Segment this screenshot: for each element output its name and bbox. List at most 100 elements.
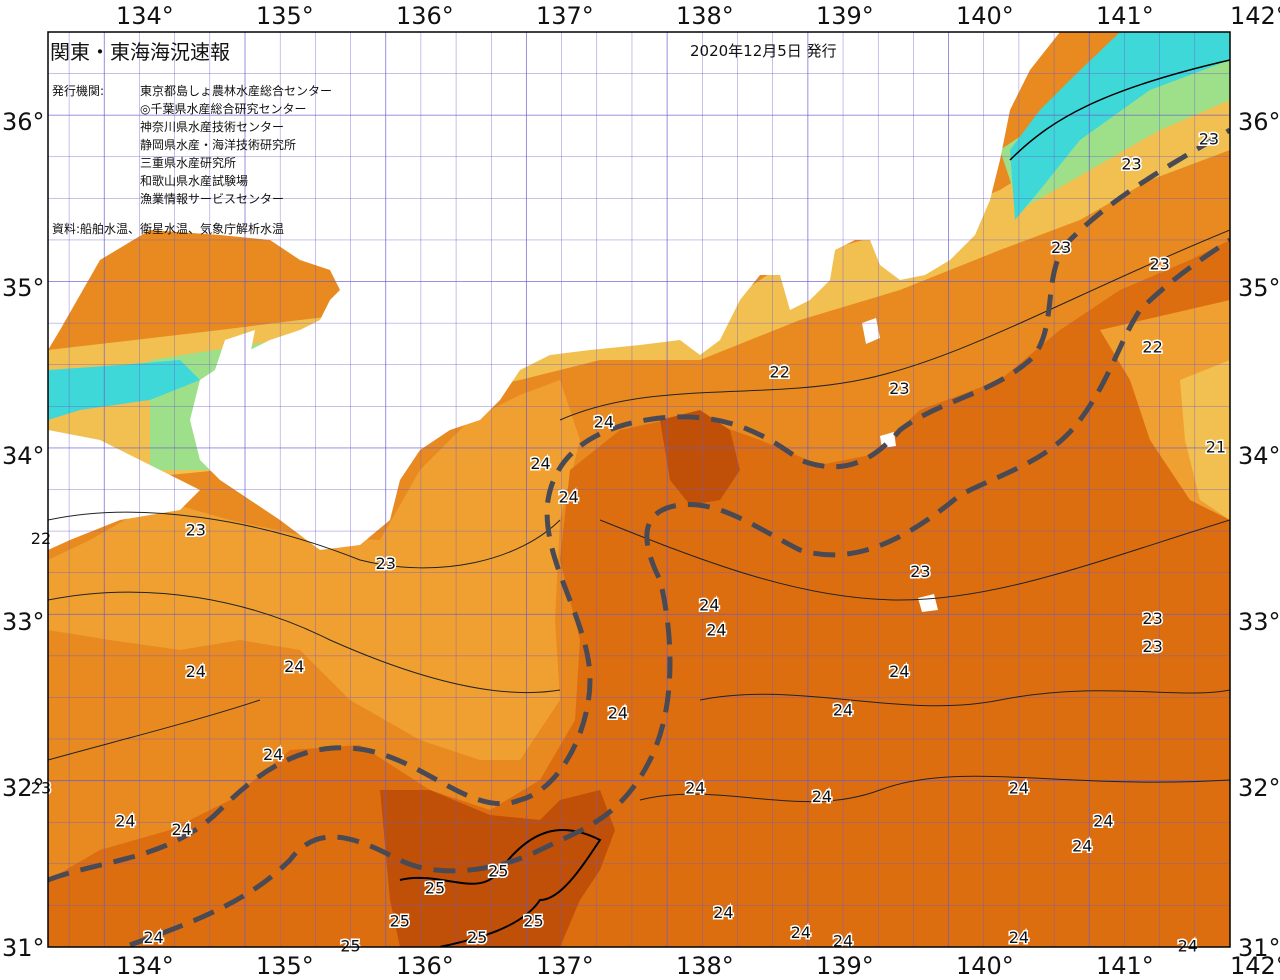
longitude-labels-top: 134° 135° 136° 137° 138° 139° 140° 141° … (116, 2, 1280, 30)
isotherm-label: 23 (889, 379, 909, 398)
lon-label: 142° (1230, 2, 1280, 30)
isotherm-line (559, 229, 1230, 421)
isotherm-label: 22 (31, 529, 51, 548)
longitude-labels-bottom: 134° 135° 136° 137° 138° 139° 140° 141° … (116, 952, 1280, 980)
coastal-cold-zone (1010, 32, 1230, 220)
isotherm-label: 24 (791, 923, 811, 942)
issue-date: 2020年12月5日 発行 (690, 42, 837, 60)
publisher-item: ◎千葉県水産総合研究センター (140, 102, 307, 116)
lat-label: 31° (1238, 934, 1280, 962)
lon-label: 142° (1230, 952, 1280, 980)
map-frame (47, 31, 1231, 948)
publisher-item: 和歌山県水産試験場 (140, 174, 249, 188)
lat-lon-grid (48, 32, 1230, 947)
lon-label: 140° (956, 952, 1014, 980)
isotherm-label: 23 (1142, 609, 1162, 628)
isotherm-label: 24 (263, 745, 283, 764)
lat-label: 32° (1238, 774, 1280, 802)
isotherm-label: 24 (1009, 928, 1029, 947)
isotherm-label: 23 (1149, 254, 1169, 273)
isotherm-line (699, 689, 1230, 707)
isotherm-label: 23 (186, 521, 206, 540)
lat-label: 33° (2, 608, 45, 636)
isotherm-label: 24 (143, 928, 163, 947)
lon-label: 138° (676, 952, 734, 980)
lon-label: 141° (1096, 952, 1154, 980)
lon-label: 140° (956, 2, 1014, 30)
isotherm-label: 24 (115, 812, 135, 831)
isotherm-label: 22 (1142, 338, 1162, 357)
latitude-labels-left: 36° 35° 34° 33° 32° 31° (2, 108, 45, 962)
isotherm-label: 25 (390, 912, 410, 931)
isotherm-label: 24 (706, 620, 726, 639)
isotherm-line (48, 699, 261, 761)
isotherm-label: 24 (685, 778, 705, 797)
isotherm-label: 24 (833, 700, 853, 719)
land-izu-oshima (862, 318, 880, 344)
lon-label: 138° (676, 2, 734, 30)
sea-24-zone (48, 240, 1230, 947)
isotherm-label: 25 (425, 878, 445, 897)
lon-label: 136° (396, 2, 454, 30)
lat-label: 35° (1238, 274, 1280, 302)
lon-label: 136° (396, 952, 454, 980)
isotherm-label: 23 (1121, 155, 1141, 174)
isotherm-label: 23 (910, 562, 930, 581)
coastline-isotherm (1009, 59, 1230, 161)
coastal-cool-zone (1000, 50, 1230, 210)
publisher-item: 漁業情報サービスセンター (140, 192, 285, 206)
land-shikoku (48, 430, 200, 550)
lon-label: 134° (116, 952, 174, 980)
lon-label: 139° (816, 2, 874, 30)
sea-25-zone-north (660, 410, 740, 505)
publisher-label: 発行機関: (52, 84, 105, 98)
isotherm-label: 23 (376, 554, 396, 573)
land-honshu (48, 32, 1060, 550)
isotherm-label: 24 (284, 657, 304, 676)
sea-21-zone-east (1180, 360, 1230, 520)
isotherm-label: 24 (171, 820, 191, 839)
publisher-item: 三重県水産研究所 (140, 156, 237, 170)
publisher-item: 神奈川県水産技術センター (140, 120, 285, 134)
isotherm-line (599, 519, 1230, 601)
lon-label: 134° (116, 2, 174, 30)
isotherm-contours (48, 59, 1230, 947)
isotherm-line (48, 591, 561, 694)
isotherm-line (48, 511, 561, 569)
isotherm-label: 24 (1178, 937, 1198, 956)
data-source: 資料:船舶水温、衛星水温、気象庁解析水温 (52, 222, 285, 236)
lon-label: 137° (536, 952, 594, 980)
isotherm-label: 24 (186, 662, 206, 681)
isotherm-label: 24 (594, 412, 614, 431)
lat-label: 31° (2, 934, 45, 962)
isotherm-label: 23 (31, 778, 51, 797)
lon-label: 141° (1096, 2, 1154, 30)
isotherm-line (639, 775, 1230, 803)
isotherm-label: 24 (608, 704, 628, 723)
isotherm-label: 24 (812, 787, 832, 806)
isotherm-label: 22 (770, 363, 790, 382)
kuroshio-fronts (48, 127, 1230, 947)
lat-label: 34° (2, 442, 45, 470)
isotherm-label: 24 (558, 487, 578, 506)
isotherm-label: 25 (523, 912, 543, 931)
lat-label: 35° (2, 274, 45, 302)
isotherm-label: 21 (1206, 437, 1226, 456)
publisher-item: 静岡県水産・海洋技術研究所 (140, 138, 297, 152)
lat-label: 36° (1238, 108, 1280, 136)
lat-label: 34° (1238, 442, 1280, 470)
isotherm-label-layer: 23 23 23 23 22 22 23 24 21 24 24 22 23 23 23 24 24 23 23 24… (29, 128, 1227, 957)
isotherm-25-line (399, 829, 602, 947)
isotherm-label: 24 (889, 662, 909, 681)
publisher-item: 東京都島しょ農林水産総合センター (140, 84, 333, 98)
isotherm-label: 25 (467, 928, 487, 947)
coastal-cold-zone-west (48, 360, 200, 420)
isotherm-label: 24 (699, 595, 719, 614)
publisher-list: 東京都島しょ農林水産総合センター ◎千葉県水産総合研究センター 神奈川県水産技術… (140, 82, 440, 208)
latitude-labels-right: 36° 35° 34° 33° 32° 31° (1238, 108, 1280, 962)
isotherm-label: 24 (1009, 778, 1029, 797)
isotherm-label: 24 (530, 454, 550, 473)
lon-label: 135° (256, 952, 314, 980)
